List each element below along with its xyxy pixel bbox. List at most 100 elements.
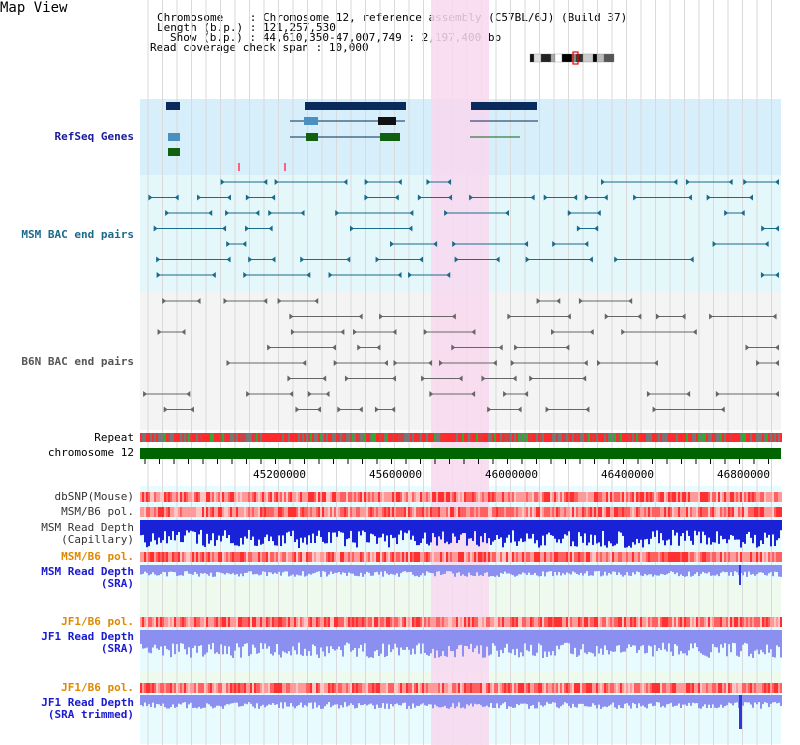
repeat-block <box>724 433 726 442</box>
repeat-block <box>240 433 242 442</box>
polymorphism-block <box>162 507 164 517</box>
read-depth-bar <box>288 520 290 532</box>
msm-read-depth-cap-label[interactable]: MSM Read Depth <box>41 522 134 534</box>
read-depth-bar <box>262 695 264 705</box>
polymorphism-block <box>470 683 472 693</box>
polymorphism-block <box>220 552 222 562</box>
read-depth-bar <box>658 695 660 703</box>
read-depth-bar <box>580 695 582 704</box>
polymorphism-block <box>572 492 574 502</box>
polymorphism-block <box>686 492 688 502</box>
polymorphism-block <box>228 492 230 502</box>
polymorphism-block <box>560 492 562 502</box>
read-depth-bar <box>440 630 442 657</box>
b6n-bac-pair-end <box>428 360 433 366</box>
polymorphism-block <box>282 552 284 562</box>
read-depth-bar <box>404 565 406 572</box>
polymorphism-block <box>148 492 150 502</box>
msm-bac-pair-end <box>706 194 711 201</box>
polymorphism-block <box>180 492 182 502</box>
polymorphism-block <box>538 492 540 502</box>
msm-b6-pol-label-1[interactable]: MSM/B6 pol. <box>61 505 134 518</box>
read-depth-bar <box>722 520 724 540</box>
polymorphism-block <box>398 492 400 502</box>
chromosome-ideogram[interactable] <box>529 51 615 65</box>
polymorphism-block <box>306 507 308 517</box>
read-depth-bar <box>528 520 530 539</box>
read-depth-bar <box>274 565 276 573</box>
read-depth-bar <box>368 630 370 658</box>
polymorphism-block <box>598 492 600 502</box>
polymorphism-block <box>768 507 770 517</box>
polymorphism-block <box>512 552 514 562</box>
msm-b6-pol-label-2[interactable]: MSM/B6 pol. <box>61 550 134 563</box>
read-depth-bar <box>566 630 568 643</box>
b6n-bac-pair-end <box>589 329 594 335</box>
track-features[interactable] <box>140 102 782 729</box>
read-depth-bar <box>346 565 348 576</box>
read-depth-bar <box>146 630 148 648</box>
read-depth-bar <box>310 565 312 575</box>
read-depth-bar <box>756 695 758 705</box>
read-depth-bar <box>574 630 576 648</box>
read-depth-bar <box>678 630 680 655</box>
repeat-block <box>414 433 416 442</box>
msm-read-depth-cap-line1: MSM Read Depth <box>41 521 134 534</box>
jf1-b6-pol-label-1[interactable]: JF1/B6 pol. <box>61 615 134 628</box>
polymorphism-block <box>780 492 782 502</box>
dbsnp-label[interactable]: dbSNP(Mouse) <box>54 490 134 503</box>
polymorphism-block <box>768 492 770 502</box>
polymorphism-block <box>578 683 580 693</box>
repeat-block <box>684 433 686 442</box>
msm-read-depth-sra-label[interactable]: MSM Read Depth <box>41 565 134 578</box>
msm-bac-label[interactable]: MSM BAC end pairs <box>21 228 134 241</box>
polymorphism-block <box>628 617 630 627</box>
read-depth-bar <box>330 565 332 572</box>
polymorphism-block <box>744 507 746 517</box>
read-depth-bar <box>534 520 536 544</box>
read-depth-bar <box>474 520 476 532</box>
polymorphism-block <box>328 617 330 627</box>
polymorphism-block <box>682 683 684 693</box>
jf1-read-depth-sra-label-2: (SRA) <box>100 642 134 655</box>
msm-bac-pair-end <box>689 256 694 263</box>
read-depth-bar <box>678 695 680 704</box>
repeat-label[interactable]: Repeat <box>94 431 134 444</box>
polymorphism-block <box>244 507 246 517</box>
repeat-block <box>388 433 390 442</box>
polymorphism-block <box>620 492 622 502</box>
repeat-block <box>632 433 634 442</box>
read-depth-bar <box>236 565 238 574</box>
polymorphism-block <box>272 507 274 517</box>
repeat-block <box>564 433 566 442</box>
polymorphism-block <box>524 507 526 517</box>
repeat-block <box>336 433 338 442</box>
read-depth-bar <box>372 565 374 576</box>
jf1-read-depth-trim-label[interactable]: JF1 Read Depth <box>41 696 134 709</box>
read-depth-bar <box>214 565 216 577</box>
msm-bac-pair-end <box>426 179 431 185</box>
polymorphism-block <box>166 552 168 562</box>
read-depth-bar <box>344 520 346 547</box>
polymorphism-block <box>244 617 246 627</box>
b6n-bac-pair-end <box>566 313 571 320</box>
read-depth-bar <box>358 695 360 704</box>
read-depth-bar <box>592 630 594 654</box>
polymorphism-block <box>492 507 494 517</box>
refseq-genes-label[interactable]: RefSeq Genes <box>54 130 134 143</box>
polymorphism-block <box>258 492 260 502</box>
chromosome-track-label[interactable]: chromosome 12 <box>47 446 134 459</box>
read-depth-bar <box>438 565 440 572</box>
jf1-b6-pol-label-2[interactable]: JF1/B6 pol. <box>61 681 134 694</box>
jf1-read-depth-sra-label[interactable]: JF1 Read Depth <box>41 630 134 643</box>
read-depth-bar <box>166 565 168 577</box>
length-value: 121,257,530 <box>262 21 336 34</box>
repeat-block <box>316 433 318 442</box>
read-depth-bar <box>568 565 570 574</box>
polymorphism-block <box>730 552 732 562</box>
polymorphism-block <box>408 617 410 627</box>
b6n-bac-label[interactable]: B6N BAC end pairs <box>21 355 134 368</box>
polymorphism-block <box>658 507 660 517</box>
polymorphism-block <box>228 552 230 562</box>
